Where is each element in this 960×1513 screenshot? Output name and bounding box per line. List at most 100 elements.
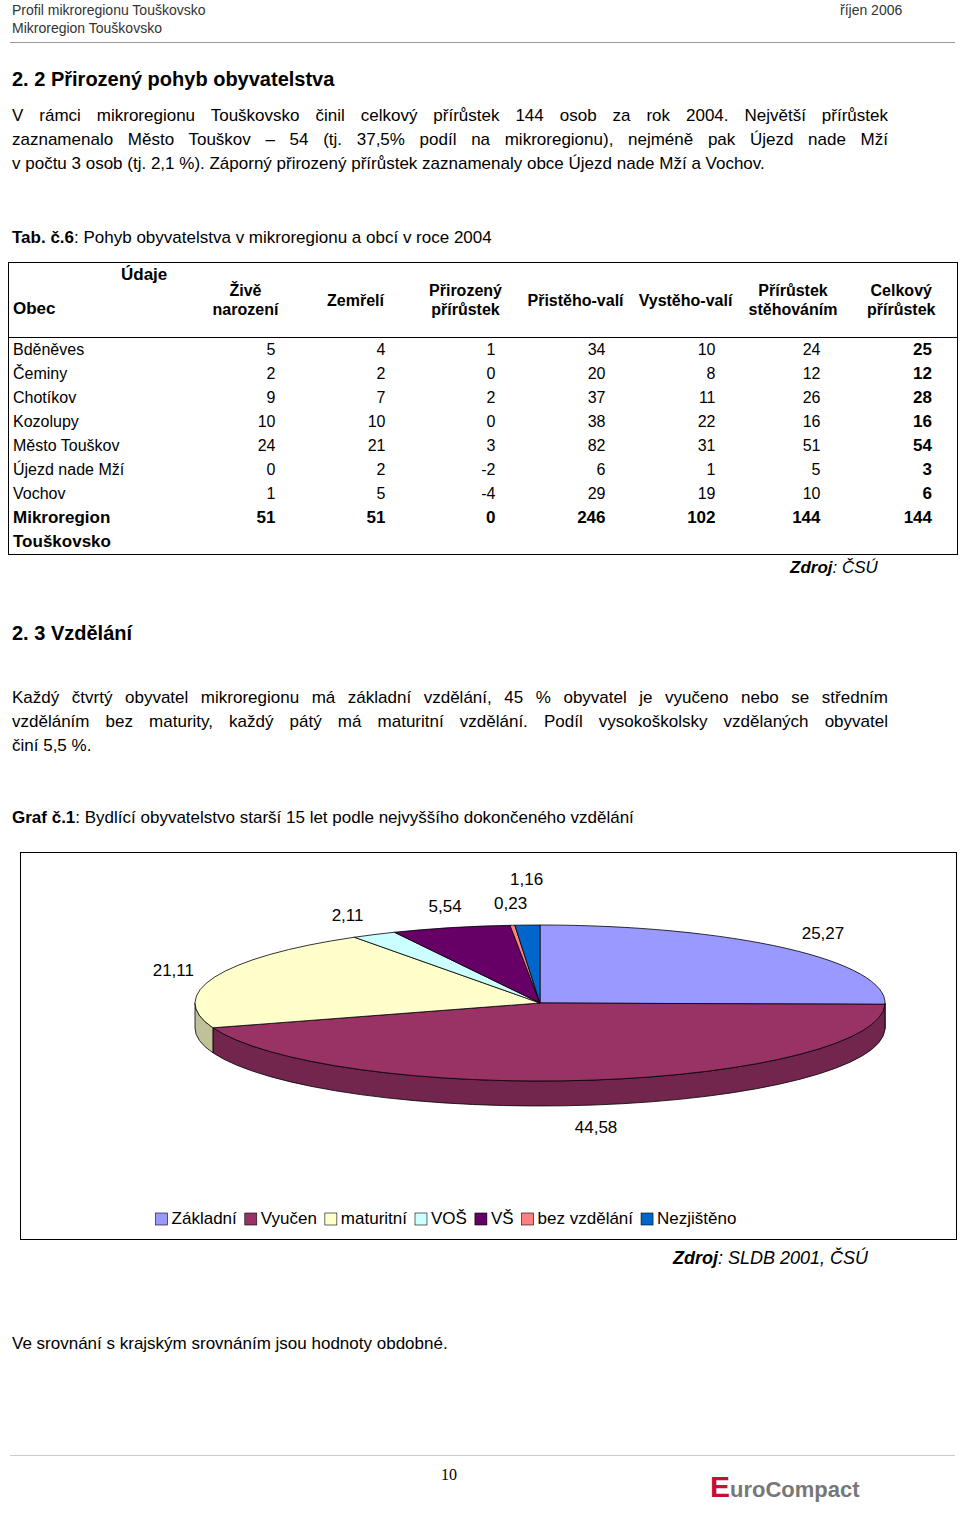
slice: [515, 925, 540, 1003]
cell: 1: [191, 482, 301, 506]
label-rest: : Bydlící obyvatelstvo starší 15 let pod…: [75, 808, 634, 827]
cell: 11: [631, 386, 741, 410]
paragraph-line: vzděláním bez maturity, každý pátý má ma…: [12, 710, 888, 734]
table-body: Bděněves54134102425Čeminy2202081212Chotí…: [9, 338, 958, 555]
corner-cell: ÚdajeObec: [9, 263, 191, 338]
cell: 2: [301, 458, 411, 482]
cell: 10: [191, 410, 301, 434]
cell: 54: [846, 434, 958, 458]
cell: 10: [301, 410, 411, 434]
legend-swatch: [415, 1213, 427, 1225]
table-row: Bděněves54134102425: [9, 338, 958, 363]
cell: 0: [191, 458, 301, 482]
label-prefix: Zdroj: [673, 1248, 718, 1268]
row-name: Mikroregion Touškovsko: [9, 506, 191, 555]
column-header: Celkový přírůstek: [846, 263, 958, 338]
legend-item: Nezjištěno: [641, 1209, 736, 1228]
legend-swatch: [245, 1213, 257, 1225]
page-number: 10: [441, 1466, 457, 1484]
data-label: 0,23: [494, 894, 527, 913]
cell: 16: [846, 410, 958, 434]
cell: 25: [846, 338, 958, 363]
legend-swatch: [475, 1213, 487, 1225]
paragraph-line: zaznamenalo Město Touškov – 54 (tj. 37,5…: [12, 128, 888, 152]
cell: 22: [631, 410, 741, 434]
data-label: 2,11: [332, 906, 364, 925]
column-header: Živě narození: [191, 263, 301, 338]
cell: 0: [411, 410, 521, 434]
data-label: 44,58: [575, 1118, 618, 1137]
legend-item: Základní: [156, 1209, 237, 1228]
table-row: Chotíkov97237112628: [9, 386, 958, 410]
chart-frame: [21, 853, 957, 1240]
row-name: Kozolupy: [9, 410, 191, 434]
legend-label: Základní: [172, 1209, 237, 1228]
label-rest: : SLDB 2001, ČSÚ: [718, 1248, 868, 1268]
table-head: ÚdajeObecŽivě narozeníZemřelíPřirozený p…: [9, 263, 958, 338]
cell: 2: [301, 362, 411, 386]
table-row: Vochov15-42919106: [9, 482, 958, 506]
row-name: Město Touškov: [9, 434, 191, 458]
data-label: 5,54: [429, 897, 462, 916]
cell: 10: [741, 482, 846, 506]
data-label: 1,16: [510, 870, 543, 889]
cell: 3: [411, 434, 521, 458]
cell: 1: [631, 458, 741, 482]
cell: 51: [741, 434, 846, 458]
header-rule: [10, 42, 955, 43]
cell: 38: [521, 410, 631, 434]
header-row: ÚdajeObecŽivě narozeníZemřelíPřirozený p…: [9, 263, 958, 338]
heading: 2. 3 Vzdělání: [12, 622, 132, 645]
cell: 19: [631, 482, 741, 506]
legend-item: Vyučen: [245, 1209, 317, 1228]
chart-source: Zdroj: SLDB 2001, ČSÚ: [673, 1248, 868, 1269]
cell: 144: [846, 506, 958, 555]
cell: 2: [411, 386, 521, 410]
cell: 12: [846, 362, 958, 386]
cell: 26: [741, 386, 846, 410]
table-caption: Tab. č.6: Pohyb obyvatelstva v mikroregi…: [12, 228, 492, 248]
table-row: Čeminy2202081212: [9, 362, 958, 386]
logo-initial: E: [710, 1470, 730, 1503]
header-subtitle: Mikroregion Touškovsko: [12, 20, 162, 36]
table-source: Zdroj: ČSÚ: [790, 558, 878, 578]
legend-label: VŠ: [491, 1209, 514, 1228]
column-header: Vystěho-valí: [631, 263, 741, 338]
pie-slices: [195, 925, 885, 1081]
row-name: Bděněves: [9, 338, 191, 363]
legend-swatch: [522, 1213, 534, 1225]
table-row: Újezd nade Mží02-26153: [9, 458, 958, 482]
cell: 5: [741, 458, 846, 482]
cell: 37: [521, 386, 631, 410]
cell: 144: [741, 506, 846, 555]
column-header: Přistěho-valí: [521, 263, 631, 338]
cell: 5: [301, 482, 411, 506]
row-name: Vochov: [9, 482, 191, 506]
column-header: Přírůstek stěhováním: [741, 263, 846, 338]
data-labels: 25,2744,5821,112,115,540,231,16: [153, 870, 845, 1137]
cell: -4: [411, 482, 521, 506]
slice: [510, 925, 540, 1003]
legend-label: bez vzdělání: [538, 1209, 634, 1228]
cell: 0: [411, 362, 521, 386]
cell: 5: [191, 338, 301, 363]
cell: 16: [741, 410, 846, 434]
column-header: Přirozený přírůstek: [411, 263, 521, 338]
paragraph-line: Každý čtvrtý obyvatel mikroregionu má zá…: [12, 686, 888, 710]
row-name: Čeminy: [9, 362, 191, 386]
cell: 12: [741, 362, 846, 386]
heading: 2. 2 Přirozený pohyb obyvatelstva: [12, 68, 334, 91]
cell: 29: [521, 482, 631, 506]
slice: [394, 925, 540, 1003]
label-rest: : ČSÚ: [833, 558, 878, 577]
paragraph: Každý čtvrtý obyvatel mikroregionu má zá…: [12, 686, 888, 758]
cell: 51: [191, 506, 301, 555]
legend-item: VŠ: [475, 1209, 514, 1228]
cell: -2: [411, 458, 521, 482]
paragraph-line: V rámci mikroregionu Touškovsko činil ce…: [12, 104, 888, 128]
cell: 20: [521, 362, 631, 386]
cell: 24: [741, 338, 846, 363]
corner-top: Údaje: [121, 265, 167, 284]
footer-rule: [10, 1455, 955, 1456]
cell: 82: [521, 434, 631, 458]
